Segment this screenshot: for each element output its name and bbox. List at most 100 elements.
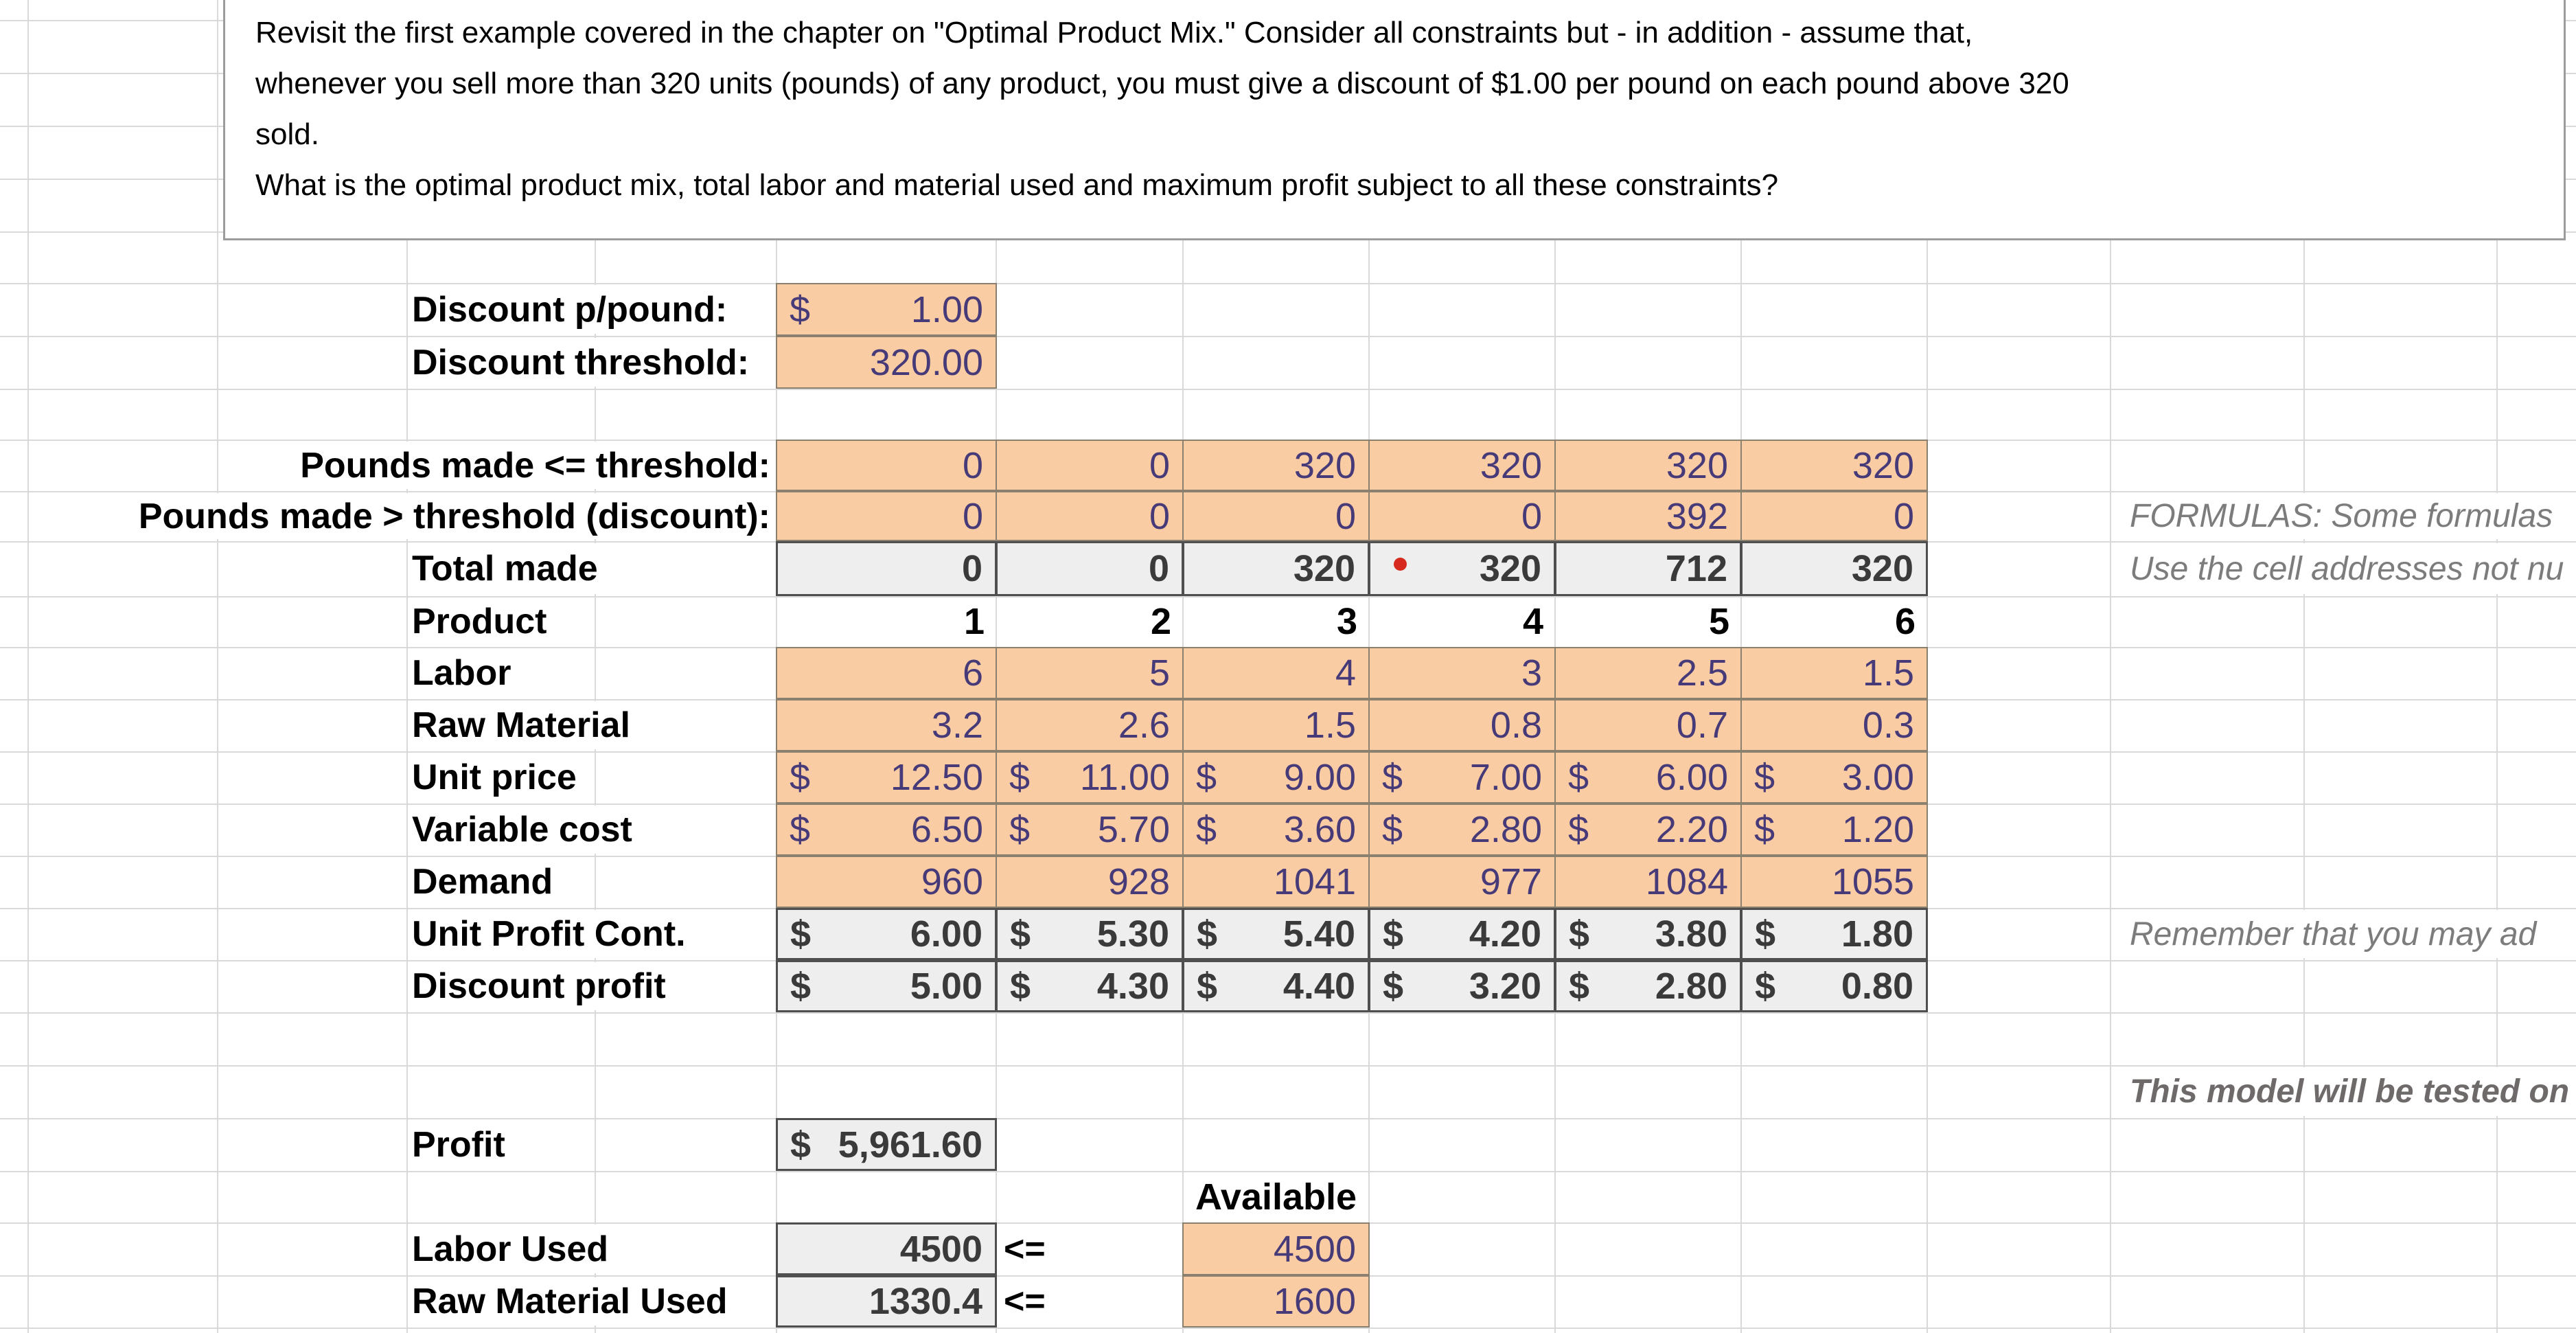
cell[interactable]: 3.2 — [776, 699, 997, 751]
label-pounds-le-threshold: Pounds made <= threshold: — [290, 442, 770, 489]
cell[interactable]: 320 — [1368, 440, 1556, 491]
cell-value: 5.00 — [910, 966, 982, 1007]
currency-symbol: $ — [790, 288, 811, 330]
cell[interactable]: 1055 — [1740, 856, 1928, 908]
cell[interactable]: $2.20 — [1554, 804, 1742, 856]
cell[interactable]: 2.6 — [996, 699, 1184, 751]
cell[interactable]: $5.40 — [1182, 908, 1370, 960]
cell[interactable]: 2.5 — [1554, 647, 1742, 699]
gridline — [0, 336, 2576, 337]
currency-symbol: $ — [1010, 966, 1031, 1007]
cell[interactable]: 320 — [1740, 541, 1928, 596]
row-raw-material-used: 1330.4 <= 1600 — [0, 1275, 2576, 1328]
cell[interactable]: 4 — [1522, 601, 1543, 642]
cell[interactable]: 1 — [963, 601, 985, 642]
cell[interactable]: 0.7 — [1554, 699, 1742, 751]
cell-labor-used[interactable]: 4500 — [776, 1222, 997, 1275]
currency-symbol: $ — [1197, 966, 1218, 1007]
cell[interactable]: $7.00 — [1368, 751, 1556, 804]
gridline — [0, 1328, 2576, 1329]
cell[interactable]: 3 — [1336, 601, 1357, 642]
cell[interactable]: 320 — [1368, 541, 1556, 596]
label-raw-material-used: Raw Material Used — [409, 1277, 744, 1325]
row-labor: 6 5 4 3 2.5 1.5 — [0, 647, 2576, 699]
cell[interactable]: 1084 — [1554, 856, 1742, 908]
cell-discount-per-pound[interactable]: $ 1.00 — [776, 283, 997, 336]
label-labor: Labor — [409, 649, 528, 697]
cell[interactable]: 928 — [996, 856, 1184, 908]
cell[interactable]: $11.00 — [996, 751, 1184, 804]
cell[interactable]: $0.80 — [1740, 960, 1928, 1012]
cell-value: 3.00 — [1841, 757, 1914, 798]
currency-symbol: $ — [1383, 966, 1404, 1007]
label-unit-profit-cont: Unit Profit Cont. — [409, 910, 702, 958]
cell[interactable]: 2 — [1150, 601, 1171, 642]
row-labor-used: 4500 <= 4500 — [0, 1222, 2576, 1275]
cell[interactable]: 6 — [776, 647, 997, 699]
cell[interactable]: $1.20 — [1740, 804, 1928, 856]
cell[interactable]: $5.00 — [776, 960, 997, 1012]
cell[interactable]: $5.70 — [996, 804, 1184, 856]
cell[interactable]: 0 — [996, 541, 1184, 596]
cell-value: 9.00 — [1283, 757, 1356, 798]
cell[interactable]: 4 — [1182, 647, 1370, 699]
cell[interactable]: 0 — [1182, 491, 1370, 541]
cell-labor-available[interactable]: 4500 — [1182, 1222, 1370, 1275]
cell[interactable]: 0 — [776, 541, 997, 596]
row-discount-per-pound: $ 1.00 — [0, 283, 2576, 336]
gridline — [0, 1171, 2576, 1172]
cell[interactable]: 0.3 — [1740, 699, 1928, 751]
cell[interactable]: 1041 — [1182, 856, 1370, 908]
cell[interactable]: 320 — [1740, 440, 1928, 491]
cell[interactable]: $4.20 — [1368, 908, 1556, 960]
cell[interactable]: 0 — [996, 491, 1184, 541]
row-discount-profit: $5.00 $4.30 $4.40 $3.20 $2.80 $0.80 — [0, 960, 2576, 1012]
cell[interactable]: $4.30 — [996, 960, 1184, 1012]
cell-raw-material-available[interactable]: 1600 — [1182, 1275, 1370, 1328]
cell-discount-threshold[interactable]: 320.00 — [776, 336, 997, 389]
cell[interactable]: 0 — [996, 440, 1184, 491]
raw-material-used-operator: <= — [1004, 1281, 1046, 1321]
label-product: Product — [409, 598, 564, 645]
cell[interactable]: $12.50 — [776, 751, 997, 804]
cell[interactable]: 3 — [1368, 647, 1556, 699]
cell[interactable]: $3.00 — [1740, 751, 1928, 804]
cell[interactable]: $5.30 — [996, 908, 1184, 960]
cell[interactable]: 0 — [1368, 491, 1556, 541]
cell[interactable]: 0 — [1740, 491, 1928, 541]
cell[interactable]: $6.00 — [776, 908, 997, 960]
cell[interactable]: $2.80 — [1554, 960, 1742, 1012]
cell[interactable]: $9.00 — [1182, 751, 1370, 804]
cell[interactable]: 0 — [776, 491, 997, 541]
cell[interactable]: 712 — [1554, 541, 1742, 596]
label-discount-per-pound: Discount p/pound: — [409, 285, 744, 334]
cell[interactable]: 320 — [1182, 541, 1370, 596]
cell[interactable]: 320 — [1182, 440, 1370, 491]
gridline — [217, 0, 218, 1333]
cell[interactable]: 977 — [1368, 856, 1556, 908]
cell[interactable]: $2.80 — [1368, 804, 1556, 856]
cell[interactable]: $6.50 — [776, 804, 997, 856]
cell[interactable]: $3.80 — [1554, 908, 1742, 960]
cell[interactable]: $4.40 — [1182, 960, 1370, 1012]
gridline — [2110, 0, 2111, 1333]
cell[interactable]: 5 — [1708, 601, 1729, 642]
cell[interactable]: $1.80 — [1740, 908, 1928, 960]
gridline — [0, 1118, 2576, 1119]
cell[interactable]: $3.20 — [1368, 960, 1556, 1012]
cell[interactable]: $6.00 — [1554, 751, 1742, 804]
cell[interactable]: 0 — [776, 440, 997, 491]
cell[interactable]: 6 — [1894, 601, 1916, 642]
cell-raw-material-used[interactable]: 1330.4 — [776, 1275, 997, 1328]
cell[interactable]: 5 — [996, 647, 1184, 699]
cell[interactable]: 392 — [1554, 491, 1742, 541]
cell-value: 6.00 — [1655, 757, 1728, 798]
cell-profit[interactable]: $ 5,961.60 — [776, 1118, 997, 1171]
cell-value: 11.00 — [1079, 757, 1170, 798]
cell[interactable]: 0.8 — [1368, 699, 1556, 751]
cell[interactable]: $3.60 — [1182, 804, 1370, 856]
cell[interactable]: 960 — [776, 856, 997, 908]
cell[interactable]: 1.5 — [1740, 647, 1928, 699]
cell[interactable]: 1.5 — [1182, 699, 1370, 751]
cell[interactable]: 320 — [1554, 440, 1742, 491]
